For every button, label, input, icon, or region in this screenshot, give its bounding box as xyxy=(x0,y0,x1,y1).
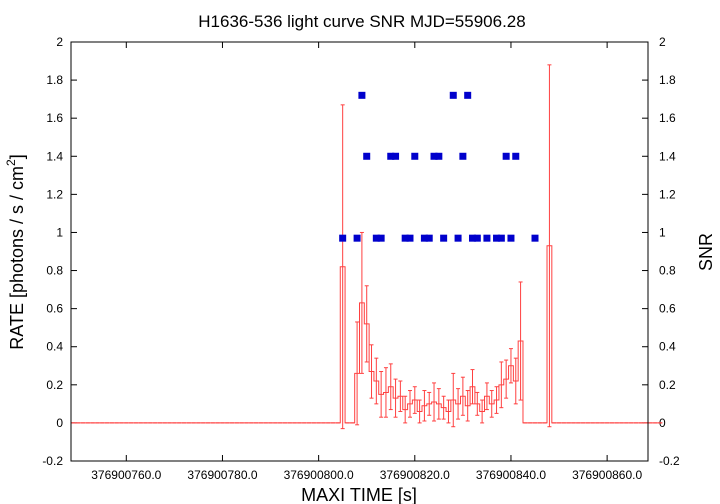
y2-tick-label: 1.4 xyxy=(659,149,676,163)
y2-tick-label: 0 xyxy=(659,416,666,430)
rate-series xyxy=(71,64,663,430)
y2-tick-label: 1.2 xyxy=(659,187,676,201)
y2-tick-label: 0.2 xyxy=(659,378,676,392)
x-tick-label: 376900820.0 xyxy=(380,468,450,482)
y-tick-label: 0 xyxy=(56,416,63,430)
y-tick-label: 2 xyxy=(56,35,63,49)
snr-point xyxy=(377,234,385,242)
snr-point xyxy=(430,152,438,160)
y2-tick-label: 1.8 xyxy=(659,73,676,87)
y-axis-label-text: RATE [photons / s / cm xyxy=(7,166,27,350)
plot-frame xyxy=(70,41,649,462)
y-tick-label: 0.4 xyxy=(46,340,63,354)
x-tick-label: 376900860.0 xyxy=(572,468,642,482)
snr-point xyxy=(468,234,476,242)
snr-point xyxy=(363,152,371,160)
y-tick-label: 1.4 xyxy=(46,149,63,163)
snr-point xyxy=(512,152,520,160)
chart-title: H1636-536 light curve SNR MJD=55906.28 xyxy=(198,12,525,31)
snr-point xyxy=(483,234,491,242)
y-tick-label: 0.8 xyxy=(46,264,63,278)
y2-tick-label: 1 xyxy=(659,225,666,239)
y2-tick-label: -0.2 xyxy=(659,454,680,468)
y2-tick-label: 0.4 xyxy=(659,340,676,354)
snr-point xyxy=(425,234,433,242)
snr-point xyxy=(531,234,539,242)
y2-tick-label: 2 xyxy=(659,35,666,49)
snr-point xyxy=(353,234,361,242)
snr-series xyxy=(339,91,539,242)
snr-point xyxy=(358,91,366,99)
x-tick-label: 376900800.0 xyxy=(284,468,354,482)
snr-point xyxy=(507,234,515,242)
snr-point xyxy=(420,234,428,242)
y-axis-label-superscript: 2 xyxy=(4,159,18,166)
snr-point xyxy=(411,152,419,160)
snr-point xyxy=(493,234,501,242)
y-tick-label: 0.2 xyxy=(46,378,63,392)
snr-point xyxy=(502,152,510,160)
y2-tick-label: 0.6 xyxy=(659,302,676,316)
y-axis-label: RATE [photons / s / cm2] xyxy=(4,154,27,349)
y-tick-label: -0.2 xyxy=(42,454,63,468)
snr-point xyxy=(440,234,448,242)
y-tick-label: 1.8 xyxy=(46,73,63,87)
snr-point xyxy=(406,234,414,242)
snr-point xyxy=(401,234,409,242)
snr-point xyxy=(435,152,443,160)
y2-tick-label: 1.6 xyxy=(659,111,676,125)
x-tick-label: 376900840.0 xyxy=(476,468,546,482)
axis-ticks: -0.2 -0.2 0 0 0.2 0.2 0.4 0.4 0.6 0.6 0.8 0.8 1 1 1.2 1… xyxy=(42,35,680,482)
y-tick-label: 1 xyxy=(56,225,63,239)
y-tick-label: 1.2 xyxy=(46,187,63,201)
snr-point xyxy=(497,234,505,242)
snr-point xyxy=(473,234,481,242)
y-tick-label: 0.6 xyxy=(46,302,63,316)
x-axis-label: MAXI TIME [s] xyxy=(301,485,417,504)
snr-point xyxy=(387,152,395,160)
x-tick-label: 376900780.0 xyxy=(187,468,257,482)
y2-axis-label: SNR xyxy=(696,233,716,271)
snr-point xyxy=(459,152,467,160)
y2-tick-label: 0.8 xyxy=(659,264,676,278)
snr-point xyxy=(464,91,472,99)
y-axis-label-end: ] xyxy=(7,154,27,159)
snr-point xyxy=(372,234,380,242)
x-tick-label: 376900760.0 xyxy=(91,468,161,482)
snr-point xyxy=(449,91,457,99)
svg-text:RATE [photons / s / cm2]: RATE [photons / s / cm2] xyxy=(4,154,27,349)
y-tick-label: 1.6 xyxy=(46,111,63,125)
snr-point xyxy=(339,234,347,242)
snr-point xyxy=(392,152,400,160)
snr-point xyxy=(454,234,462,242)
